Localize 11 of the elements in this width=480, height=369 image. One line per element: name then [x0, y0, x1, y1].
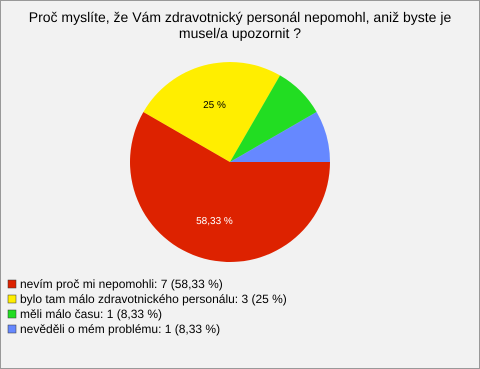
- pie-slice: [230, 112, 330, 162]
- data-label: 25 %: [203, 100, 226, 112]
- legend-label: bylo tam málo zdravotnického personálu: 3 (25 %): [20, 292, 287, 306]
- data-label: 58,33 %: [196, 216, 233, 227]
- legend-label: nevím proč mi nepomohli: 7 (58,33 %): [20, 277, 223, 291]
- legend-label: nevěděli o mém problému: 1 (8,33 %): [20, 322, 220, 336]
- pie-slice: [143, 62, 280, 162]
- pie-slice: [130, 112, 330, 262]
- legend-label: měli málo času: 1 (8,33 %): [20, 307, 162, 321]
- chart-title: Proč myslíte, že Vám zdravotnický personál nepomohl, aniž byste je musel/a upozornit ?: [28, 9, 452, 41]
- pie-slice: [230, 75, 317, 162]
